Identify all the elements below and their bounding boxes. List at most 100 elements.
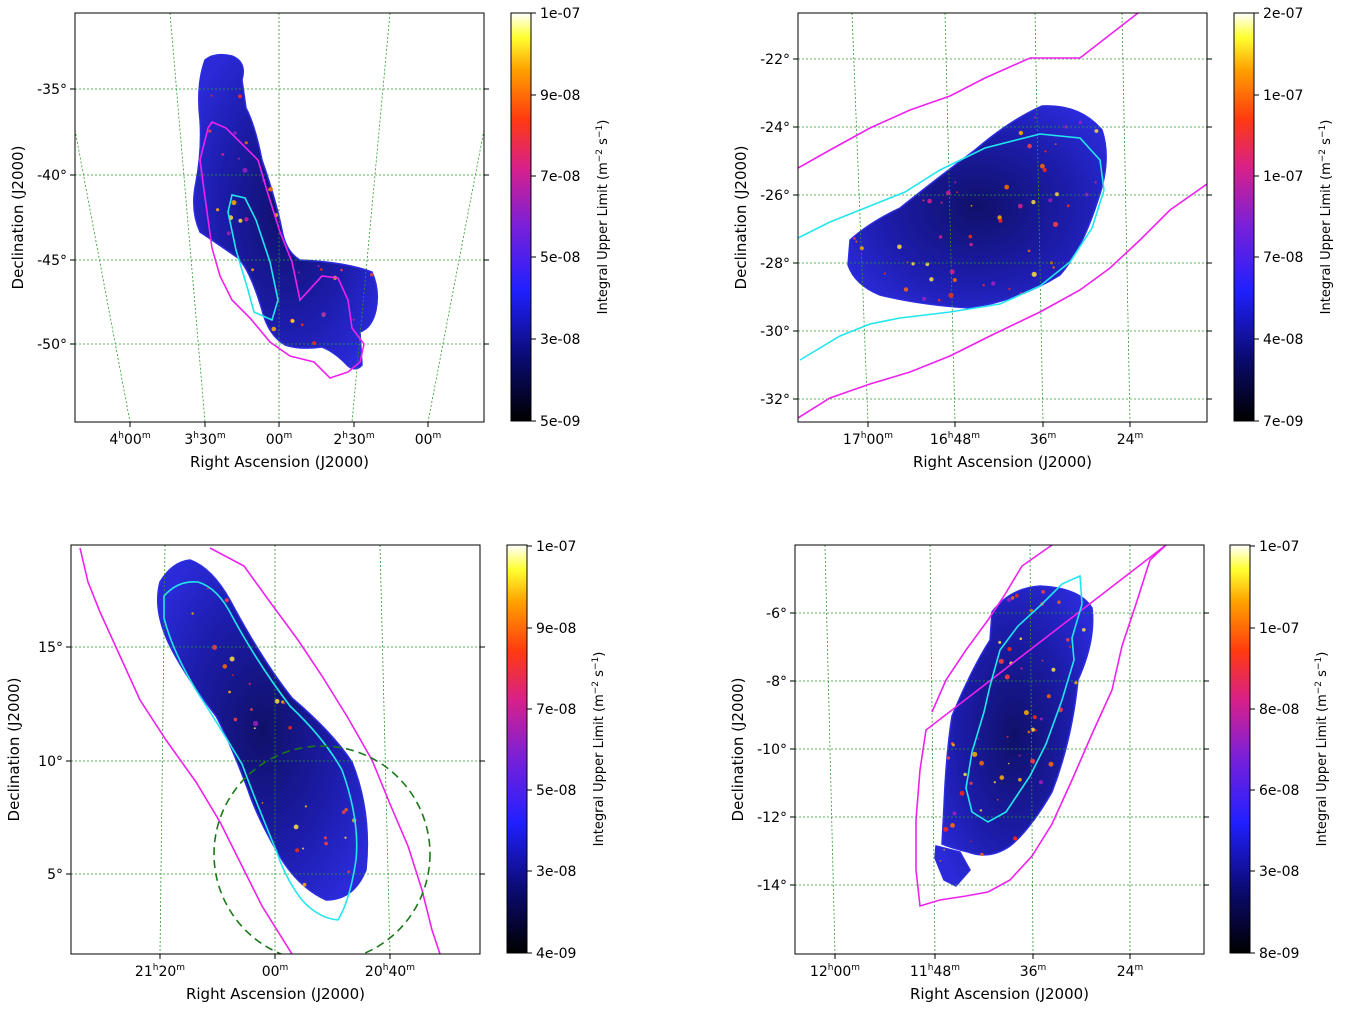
hotspot [943, 849, 945, 851]
grid-line [427, 129, 484, 422]
colorbar-tick-label: 9e-08 [536, 621, 576, 637]
hotspot [1034, 729, 1037, 732]
text-span: m [280, 963, 289, 973]
hotspot [352, 318, 355, 321]
dec-tick-label: -10° [757, 742, 787, 758]
colorbar-tick-label: 3e-08 [540, 332, 580, 348]
colorbar-tick-label: 1e-07 [1263, 88, 1303, 104]
text-span: 20 [365, 964, 383, 980]
colorbar [1233, 12, 1255, 422]
colorbar-tick-label: 5e-08 [540, 250, 580, 266]
hotspot [206, 587, 209, 590]
colorbar-tick-label: 9e-08 [540, 88, 580, 104]
hotspot [951, 743, 955, 747]
colorbar-tick-label: 4e-09 [536, 946, 576, 962]
text-span: 00 [262, 964, 280, 980]
hotspot [929, 277, 934, 282]
text-span: s [1315, 670, 1330, 681]
region-circle [213, 745, 431, 954]
hotspot [911, 262, 915, 266]
hotspot [946, 190, 951, 196]
hotspot [1069, 645, 1072, 648]
hotspot [853, 237, 856, 240]
hotspot [251, 268, 255, 272]
hotspot [302, 882, 307, 887]
hotspot [948, 292, 954, 298]
hotspot [302, 847, 304, 850]
hotspot [1038, 780, 1044, 785]
text-span: −2 [1314, 681, 1324, 694]
text-span: m [971, 431, 980, 441]
cyan-contour [798, 133, 1105, 361]
hotspot [1004, 184, 1010, 190]
cyan-contour [227, 194, 279, 322]
text-span: 21 [135, 964, 153, 980]
hotspot [321, 312, 326, 317]
hotspot [954, 181, 957, 184]
hotspot [244, 141, 248, 145]
hotspot [940, 201, 943, 204]
grid-line [1029, 545, 1034, 954]
hotspot [281, 700, 285, 704]
hotspot [998, 640, 1002, 644]
colorbar-tick-label: 1e-07 [1263, 169, 1303, 185]
dec-tick-label: 5° [47, 867, 63, 883]
map-area [75, 13, 484, 422]
grid-line [351, 13, 391, 422]
hotspot [1044, 150, 1047, 153]
hotspot [998, 658, 1004, 664]
grid-line [75, 129, 131, 422]
text-span: m [1048, 431, 1057, 441]
colorbar-tick-label: 1e-07 [540, 6, 580, 22]
hotspot [1007, 597, 1011, 602]
hotspot [288, 725, 292, 730]
text-span: 36 [1020, 964, 1038, 980]
text-span: −2 [1318, 149, 1328, 162]
dec-tick-label: -8° [766, 674, 787, 690]
hotspot [883, 272, 886, 275]
hotspot [979, 809, 983, 812]
grid-line [851, 13, 869, 422]
hotspot [1007, 647, 1012, 652]
hotspot [1074, 681, 1078, 685]
hotspot [952, 811, 957, 816]
hotspot [993, 781, 996, 784]
text-span: 48 [953, 432, 971, 448]
hotspot [1048, 198, 1053, 203]
hotspot [979, 760, 984, 766]
hotspot [946, 756, 951, 760]
hotspot [244, 217, 249, 222]
ra-tick-label: 21h20m [135, 963, 185, 980]
hotspot [1066, 204, 1070, 208]
dec-tick-label: -24° [760, 120, 790, 136]
dec-tick-label: -22° [760, 52, 790, 68]
hotspot [1007, 762, 1010, 765]
text-span: 12 [810, 964, 828, 980]
hotspot [938, 235, 943, 239]
text-span: −1 [1314, 657, 1324, 670]
hotspot [903, 287, 909, 292]
hotspot [317, 265, 320, 268]
hotspot [1051, 667, 1056, 672]
colorbar-tick-label: 7e-09 [1263, 414, 1303, 430]
hotspot [1019, 637, 1023, 640]
hotspot [222, 664, 228, 669]
hotspot [242, 167, 248, 173]
hotspot [855, 240, 858, 243]
text-span: −1 [591, 657, 601, 670]
text-span: h [118, 431, 124, 441]
hotspot [956, 191, 959, 194]
text-span: Integral Upper Limit (m [1319, 162, 1334, 314]
text-span: m [1135, 963, 1144, 973]
hotspot [232, 674, 234, 676]
text-span: h [193, 431, 199, 441]
dec-tick-label: -26° [760, 188, 790, 204]
hotspot [304, 805, 308, 808]
text-span: m [1038, 963, 1047, 973]
hotspot [922, 296, 927, 301]
ra-tick-label: 24m [1117, 963, 1144, 980]
text-span: 00 [266, 432, 284, 448]
hotspot [1020, 667, 1023, 670]
text-span: 11 [910, 964, 928, 980]
